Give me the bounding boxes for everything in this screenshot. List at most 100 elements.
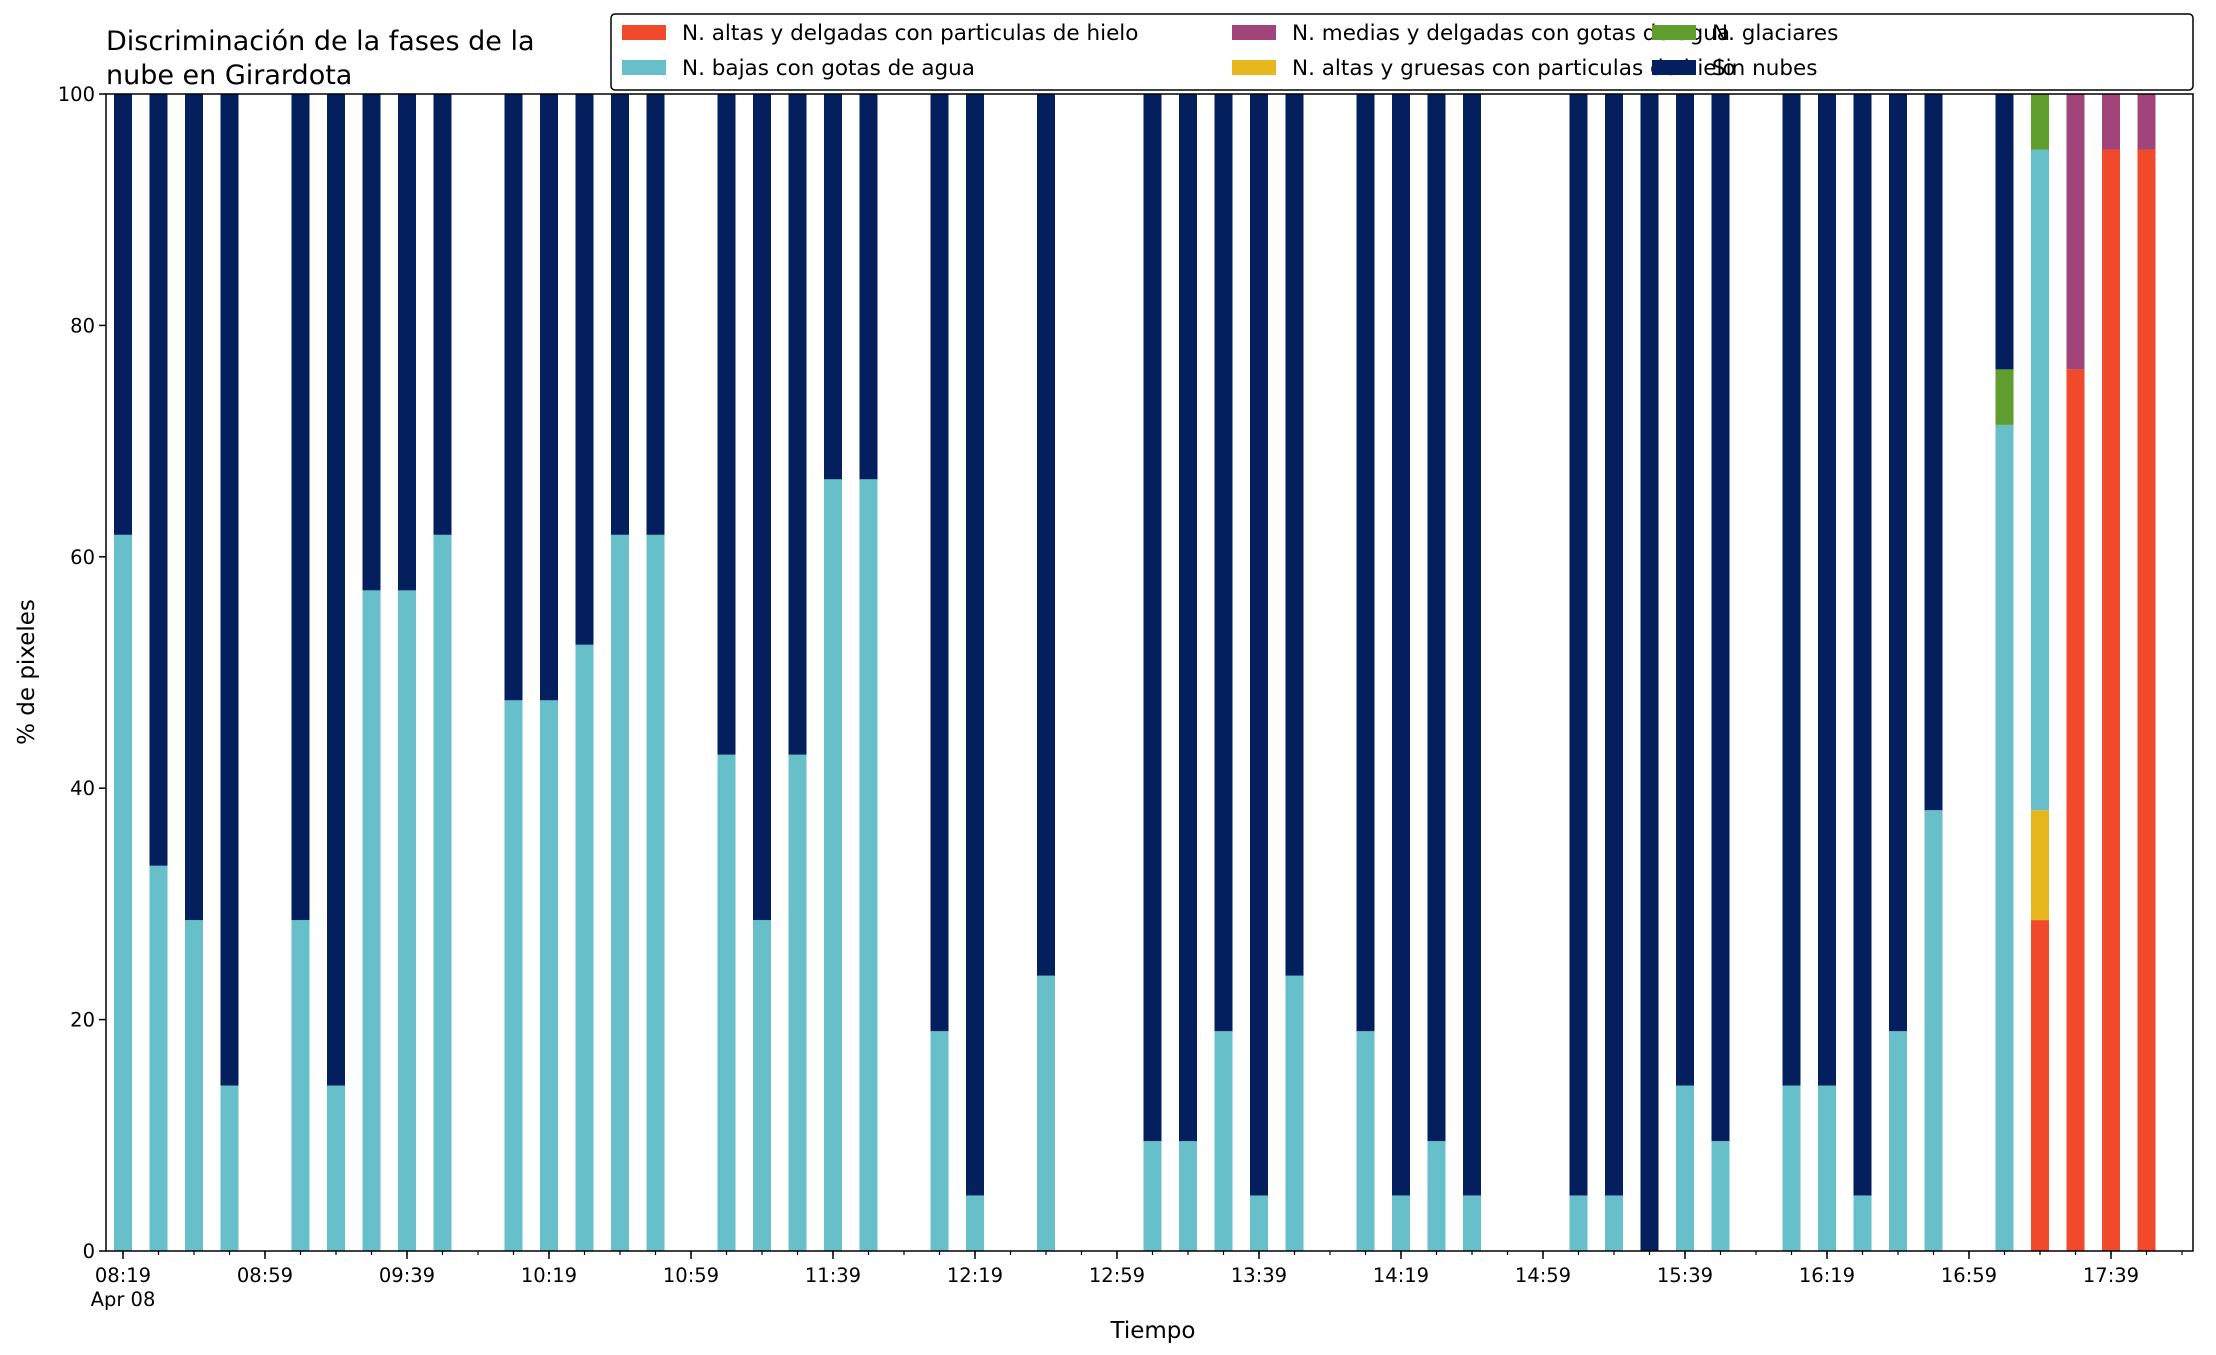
y-tick-label: 0 (83, 1240, 95, 1263)
bar-segment-12:39-series-5 (1037, 94, 1055, 976)
bar-segment-10:19-series-5 (540, 94, 558, 701)
legend-swatch (1652, 60, 1696, 75)
plot-area (105, 93, 2194, 1252)
x-tick-label: 13:39 (1231, 1264, 1287, 1287)
x-tick-label: 16:19 (1799, 1264, 1855, 1287)
x-tick-label: 08:19 (95, 1264, 151, 1287)
bar-segment-09:19-series-2 (327, 1085, 345, 1251)
bar-segment-08:19-series-2 (114, 534, 132, 1251)
chart-title-line-1: Discriminación de la fases de la (106, 26, 535, 57)
y-tick-label: 20 (70, 1009, 95, 1032)
y-tick-label: 60 (70, 546, 95, 569)
x-tick-label: 17:39 (2083, 1264, 2139, 1287)
bar-segment-14:39-series-5 (1463, 94, 1481, 1196)
bar-segment-14:29-series-5 (1427, 94, 1446, 1142)
bar-segment-14:19-series-2 (1392, 1195, 1410, 1251)
bar-segment-10:39-series-2 (611, 534, 629, 1251)
legend-swatch (1232, 60, 1276, 75)
bar-segment-10:19-series-2 (540, 700, 558, 1251)
bar-segment-10:49-series-2 (646, 534, 665, 1251)
x-tick-label: 12:59 (1089, 1264, 1145, 1287)
bar-segment-12:19-series-5 (966, 94, 984, 1196)
y-tick-label: 100 (58, 83, 95, 106)
bar-segment-17:19-series-3 (2031, 94, 2049, 150)
bar-segment-16:29-series-2 (1853, 1195, 1872, 1251)
bar-segment-17:49-series-4 (2137, 94, 2156, 150)
legend-item: N. bajas con gotas de agua (622, 56, 975, 81)
chart-title-line-2: nube en Girardota (106, 60, 352, 91)
bar-segment-15:09-series-5 (1569, 94, 1588, 1196)
bar-segment-17:09-series-3 (1995, 369, 2014, 425)
bar-segment-11:09-series-5 (717, 94, 736, 755)
bar-segment-12:39-series-2 (1037, 975, 1055, 1251)
bar-segment-15:39-series-5 (1676, 94, 1694, 1086)
bar-segment-11:49-series-2 (859, 479, 878, 1251)
bar-segment-17:29-series-4 (2066, 94, 2085, 370)
bar-segment-09:09-series-5 (291, 94, 310, 921)
bar-segment-14:09-series-5 (1356, 94, 1375, 1032)
bar-segment-08:39-series-2 (185, 920, 203, 1251)
bar-segment-10:49-series-5 (646, 94, 665, 535)
bar-segment-17:39-series-0 (2102, 149, 2120, 1251)
bar-segment-16:19-series-5 (1818, 94, 1836, 1086)
bar-segment-08:39-series-5 (185, 94, 203, 921)
x-tick-label: 11:39 (805, 1264, 861, 1287)
bar-segment-09:49-series-2 (433, 534, 452, 1251)
x-date-label: Apr 08 (91, 1288, 156, 1311)
bar-segment-11:39-series-2 (824, 479, 842, 1251)
bar-segment-16:39-series-5 (1889, 94, 1907, 1032)
bars-layer (114, 94, 2156, 1251)
bar-segment-13:49-series-2 (1285, 975, 1304, 1251)
bar-segment-16:09-series-2 (1782, 1085, 1801, 1251)
x-axis-label: Tiempo (1110, 1318, 1196, 1344)
legend-item: Sin nubes (1652, 56, 1817, 81)
bar-segment-17:39-series-4 (2102, 94, 2120, 150)
legend-box (610, 13, 2194, 91)
bar-segment-13:39-series-5 (1250, 94, 1268, 1196)
bar-segment-13:19-series-2 (1179, 1141, 1197, 1251)
bar-segment-14:19-series-5 (1392, 94, 1410, 1196)
bar-segment-08:49-series-5 (220, 94, 239, 1086)
y-tick-label: 40 (70, 777, 95, 800)
legend-label: N. bajas con gotas de agua (682, 56, 975, 81)
bar-segment-12:09-series-5 (930, 94, 949, 1032)
bar-segment-14:09-series-2 (1356, 1031, 1375, 1251)
bar-segment-13:29-series-2 (1214, 1031, 1233, 1251)
legend-item: N. altas y delgadas con particulas de hi… (622, 21, 1138, 46)
bar-segment-17:09-series-2 (1995, 424, 2014, 1251)
legend-swatch (622, 60, 666, 75)
bar-segment-14:29-series-2 (1427, 1141, 1446, 1251)
bar-segment-13:49-series-5 (1285, 94, 1304, 976)
plot-frame (105, 93, 2194, 1252)
bar-segment-15:29-series-5 (1640, 94, 1659, 1251)
bar-segment-11:39-series-5 (824, 94, 842, 480)
bar-segment-11:09-series-2 (717, 754, 736, 1251)
legend-item: N. glaciares (1652, 21, 1838, 46)
bar-segment-16:49-series-5 (1924, 94, 1943, 811)
bar-segment-14:39-series-2 (1463, 1195, 1481, 1251)
bar-segment-10:39-series-5 (611, 94, 629, 535)
x-tick-label: 14:19 (1373, 1264, 1429, 1287)
bar-segment-08:29-series-2 (149, 865, 168, 1251)
bar-segment-15:39-series-2 (1676, 1085, 1694, 1251)
x-tick-label: 10:19 (521, 1264, 577, 1287)
bar-segment-13:09-series-2 (1143, 1141, 1162, 1251)
bar-segment-15:49-series-5 (1711, 94, 1730, 1142)
x-tick-label: 12:19 (947, 1264, 1003, 1287)
bar-segment-08:29-series-5 (149, 94, 168, 866)
bar-segment-17:19-series-2 (2031, 149, 2049, 811)
x-tick-label: 15:39 (1657, 1264, 1713, 1287)
bar-segment-09:09-series-2 (291, 920, 310, 1251)
legend-swatch (1232, 25, 1276, 40)
bar-segment-13:09-series-5 (1143, 94, 1162, 1142)
bar-segment-17:19-series-0 (2031, 920, 2049, 1251)
bar-segment-08:19-series-5 (114, 94, 132, 535)
bar-segment-11:19-series-5 (753, 94, 771, 921)
chart-title: Discriminación de la fases de la nube en… (106, 26, 535, 91)
legend: N. altas y delgadas con particulas de hi… (610, 13, 2194, 91)
bar-segment-10:29-series-5 (575, 94, 594, 645)
bar-segment-13:39-series-2 (1250, 1195, 1268, 1251)
legend-items: N. altas y delgadas con particulas de hi… (622, 21, 1838, 81)
bar-segment-15:19-series-2 (1605, 1195, 1623, 1251)
